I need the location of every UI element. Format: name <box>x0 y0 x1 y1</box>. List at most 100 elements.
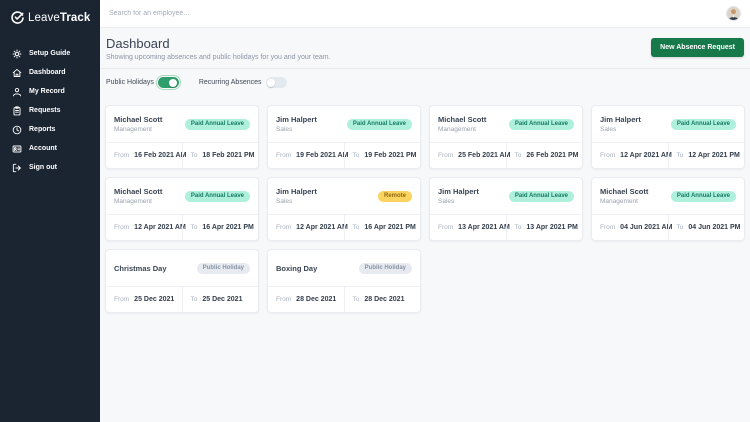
absence-card: Michael Scott Management Paid Annual Lea… <box>591 177 745 241</box>
search-input[interactable] <box>109 10 718 17</box>
absence-person: Michael Scott Management <box>438 115 486 133</box>
page-title: Dashboard <box>106 36 170 51</box>
page-header-section: Dashboard Showing upcoming absences and … <box>100 28 750 69</box>
clock-icon <box>12 125 22 135</box>
absence-grid: Michael Scott Management Paid Annual Lea… <box>100 95 750 323</box>
absence-name: Jim Halpert <box>438 187 479 197</box>
from-date: 13 Apr 2021 AM <box>458 224 510 231</box>
absence-department: Sales <box>438 197 455 205</box>
from-label: From <box>438 152 454 159</box>
sidebar-item-account[interactable]: Account <box>0 139 100 158</box>
from-date: 12 Apr 2021 AM <box>134 224 186 231</box>
sidebar-item-label: Setup Guide <box>29 50 71 57</box>
absence-name: Michael Scott <box>114 187 163 197</box>
to-label: To <box>676 152 684 159</box>
absence-to-cell: To 28 Dec 2021 <box>343 287 421 312</box>
home-icon <box>12 68 22 78</box>
absence-to-cell: To 16 Apr 2021 PM <box>181 215 259 240</box>
to-date: 26 Feb 2021 PM <box>526 152 579 159</box>
new-absence-request-button[interactable]: New Absence Request <box>651 38 744 57</box>
absence-name: Michael Scott <box>600 187 649 197</box>
absence-name: Boxing Day <box>276 263 318 273</box>
sidebar-item-label: Reports <box>29 126 56 133</box>
sidebar-item-requests[interactable]: Requests <box>0 101 100 120</box>
absence-from-cell: From 04 Jun 2021 AM <box>592 215 672 240</box>
to-date: 19 Feb 2021 PM <box>364 152 417 159</box>
to-label: To <box>514 152 522 159</box>
absence-person: Jim Halpert Sales <box>276 115 317 133</box>
absence-card: Boxing Day Public Holiday From 28 Dec 20… <box>267 249 421 313</box>
toggle-knob <box>169 78 178 87</box>
to-date: 28 Dec 2021 <box>364 296 405 303</box>
absence-from-cell: From 12 Apr 2021 AM <box>268 215 348 240</box>
toggle-knob <box>267 78 276 87</box>
sidebar-item-my-record[interactable]: My Record <box>0 82 100 101</box>
absence-from-cell: From 12 Apr 2021 AM <box>592 143 672 168</box>
absence-name: Jim Halpert <box>600 115 641 125</box>
sidebar-item-setup-guide[interactable]: Setup Guide <box>0 44 100 63</box>
absence-to-cell: To 12 Apr 2021 PM <box>667 143 745 168</box>
logout-icon <box>12 163 22 173</box>
absence-type-badge: Remote <box>377 190 412 202</box>
absence-person: Boxing Day <box>276 264 317 273</box>
sidebar-item-sign-out[interactable]: Sign out <box>0 158 100 177</box>
avatar-photo-icon <box>727 7 740 20</box>
person-icon <box>12 87 22 97</box>
absence-person: Christmas Day <box>114 264 167 273</box>
from-date: 25 Feb 2021 AM <box>458 152 511 159</box>
to-label: To <box>190 224 198 231</box>
sidebar-item-dashboard[interactable]: Dashboard <box>0 63 100 82</box>
absence-card: Jim Halpert Sales Paid Annual Leave From… <box>267 105 421 169</box>
absence-to-cell: To 18 Feb 2021 PM <box>181 143 259 168</box>
absence-card: Michael Scott Management Paid Annual Lea… <box>429 105 583 169</box>
absence-type-badge: Paid Annual Leave <box>670 118 736 130</box>
to-date: 16 Apr 2021 PM <box>364 224 416 231</box>
clipboard-icon <box>12 105 22 116</box>
absence-to-cell: To 26 Feb 2021 PM <box>505 143 583 168</box>
topbar <box>100 0 750 28</box>
page-subtitle: Showing upcoming absences and public hol… <box>106 54 331 61</box>
to-date: 18 Feb 2021 PM <box>202 152 255 159</box>
absence-from-cell: From 19 Feb 2021 AM <box>268 143 348 168</box>
absence-to-cell: To 13 Apr 2021 PM <box>505 215 583 240</box>
absence-type-badge: Public Holiday <box>196 262 250 274</box>
from-label: From <box>114 296 130 303</box>
public-holidays-label: Public Holidays <box>106 79 154 86</box>
gear-icon <box>12 49 22 59</box>
app-logo[interactable]: LeaveTrack <box>0 0 100 37</box>
absence-type-badge: Public Holiday <box>358 262 412 274</box>
to-date: 12 Apr 2021 PM <box>688 152 740 159</box>
public-holidays-toggle[interactable] <box>157 77 179 88</box>
sidebar-item-reports[interactable]: Reports <box>0 120 100 139</box>
logo-check-circle-icon <box>11 11 24 24</box>
absence-person: Michael Scott Management <box>114 187 162 205</box>
page-header-text: Dashboard Showing upcoming absences and … <box>106 36 331 61</box>
absence-person: Jim Halpert Sales <box>438 187 479 205</box>
sidebar-item-label: Account <box>29 145 57 152</box>
to-label: To <box>190 152 198 159</box>
from-label: From <box>276 152 292 159</box>
absence-person: Jim Halpert Sales <box>276 187 317 205</box>
absence-to-cell: To 04 Jun 2021 PM <box>667 215 745 240</box>
from-label: From <box>276 296 292 303</box>
from-label: From <box>114 224 130 231</box>
recurring-absences-toggle[interactable] <box>265 77 287 88</box>
to-label: To <box>676 224 684 231</box>
absence-type-badge: Paid Annual Leave <box>346 118 412 130</box>
logo-text: LeaveTrack <box>28 11 91 24</box>
absence-card: Michael Scott Management Paid Annual Lea… <box>105 105 259 169</box>
absence-from-cell: From 25 Feb 2021 AM <box>430 143 510 168</box>
sidebar-item-label: Requests <box>29 107 61 114</box>
absence-name: Christmas Day <box>114 263 167 273</box>
absence-department: Management <box>438 125 476 133</box>
absence-department: Management <box>114 125 152 133</box>
absence-card: Jim Halpert Sales Remote From 12 Apr 202… <box>267 177 421 241</box>
user-avatar[interactable] <box>726 6 741 21</box>
to-label: To <box>352 224 360 231</box>
to-label: To <box>190 296 198 303</box>
absence-name: Michael Scott <box>114 115 163 125</box>
absence-person: Michael Scott Management <box>600 187 648 205</box>
absence-from-cell: From 12 Apr 2021 AM <box>106 215 186 240</box>
from-date: 12 Apr 2021 AM <box>620 152 672 159</box>
absence-name: Jim Halpert <box>276 115 317 125</box>
